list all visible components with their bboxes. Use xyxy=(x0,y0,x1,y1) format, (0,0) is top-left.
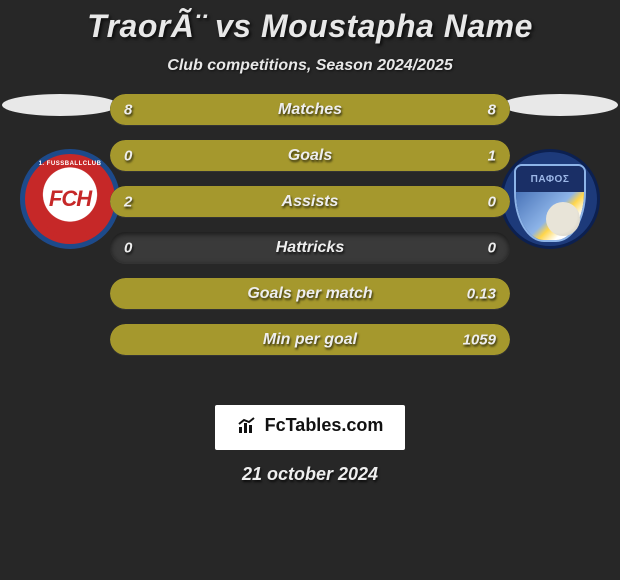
bar-row: Assists2 0 xyxy=(110,186,510,217)
bar-row: Goals0 1 xyxy=(110,140,510,171)
club-badge-right: ΠΑΦΟΣ xyxy=(500,149,600,249)
fctables-badge: FcTables.com xyxy=(215,405,406,450)
subtitle: Club competitions, Season 2024/2025 xyxy=(0,57,620,75)
country-ellipse-right xyxy=(502,94,618,116)
pafos-badge-icon: ΠΑΦΟΣ xyxy=(500,149,600,249)
fch-arc-text: 1. FUSSBALLCLUB xyxy=(25,161,115,167)
bar-value-right: 1059 xyxy=(463,331,496,348)
bar-row: Goals per match0.13 xyxy=(110,278,510,309)
bar-value-right: 0.13 xyxy=(467,285,496,302)
country-ellipse-left xyxy=(2,94,118,116)
bar-value-right: 0 xyxy=(488,193,496,210)
bar-value-left: 0 xyxy=(124,239,132,256)
bar-label: Hattricks xyxy=(110,239,510,257)
date-text: 21 october 2024 xyxy=(0,464,620,485)
bar-value-right: 8 xyxy=(488,101,496,118)
comparison-bars: Matches88Goals01Assists20Hattricks00Goal… xyxy=(110,94,510,355)
fch-badge-icon: 1. FUSSBALLCLUB FCH xyxy=(20,149,120,249)
bar-label: Assists xyxy=(110,193,510,211)
bar-value-right: 1 xyxy=(488,147,496,164)
bar-label: Goals xyxy=(110,147,510,165)
bar-value-left: 2 xyxy=(124,193,132,210)
bar-value-right: 0 xyxy=(488,239,496,256)
bar-row: Matches8 8 xyxy=(110,94,510,125)
bar-row: Min per goal1059 xyxy=(110,324,510,355)
bar-label: Min per goal xyxy=(110,331,510,349)
comparison-card: TraorÃ¨ vs Moustapha Name Club competiti… xyxy=(0,0,620,485)
bar-row: Hattricks0 0 xyxy=(110,232,510,263)
footer: FcTables.com 21 october 2024 xyxy=(0,405,620,485)
brand-text: FcTables.com xyxy=(265,415,384,436)
pafos-text: ΠΑΦΟΣ xyxy=(531,174,570,185)
bar-value-left: 0 xyxy=(124,147,132,164)
page-title: TraorÃ¨ vs Moustapha Name xyxy=(0,8,620,45)
bar-value-left: 8 xyxy=(124,101,132,118)
bar-label: Matches xyxy=(110,101,510,119)
bar-label: Goals per match xyxy=(110,285,510,303)
main-area: 1. FUSSBALLCLUB FCH ΠΑΦΟΣ Matches8 8 Goals… xyxy=(0,99,620,399)
club-badge-left: 1. FUSSBALLCLUB FCH xyxy=(20,149,120,249)
fch-text: FCH xyxy=(49,186,91,212)
chart-icon xyxy=(237,417,259,435)
